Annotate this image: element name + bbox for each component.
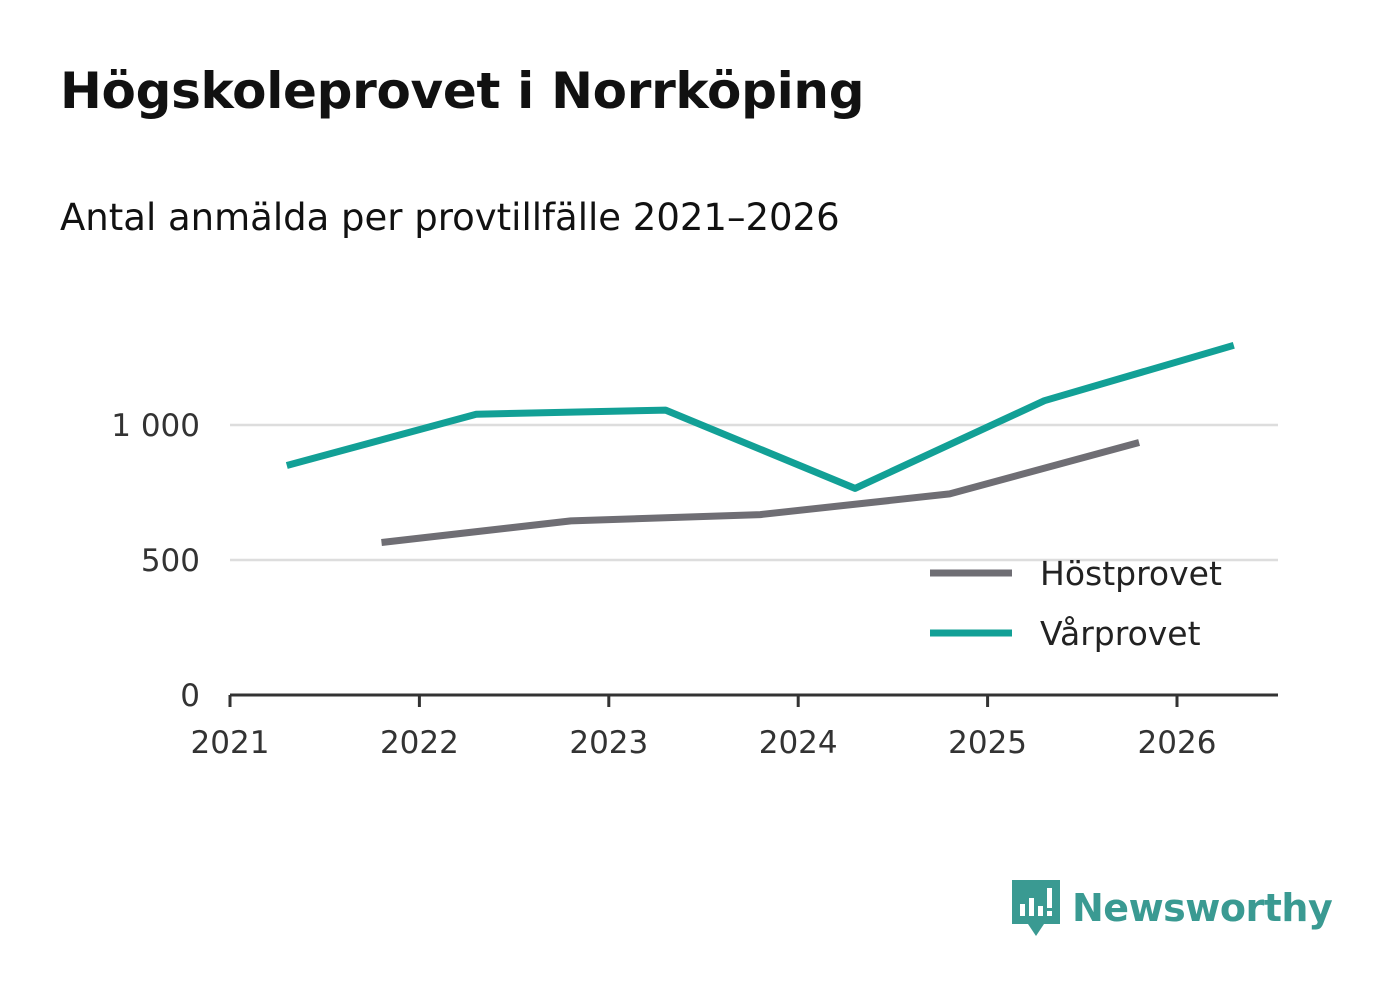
series-lines (285, 341, 1235, 546)
gridlines (230, 423, 1278, 562)
y-tick-label: 0 (180, 678, 200, 714)
x-tick-label: 2026 (1138, 725, 1217, 761)
chart-title: Högskoleprovet i Norrköping (60, 62, 865, 120)
y-tick-label: 500 (141, 543, 200, 579)
series-line-varprovet (285, 341, 1235, 492)
legend-label: Vårprovet (1040, 614, 1201, 653)
legend: Höstprovet Vårprovet (930, 554, 1222, 653)
bar-chart-speech-bubble-icon (1012, 880, 1060, 936)
x-tick-label: 2021 (191, 725, 270, 761)
series-line-hostprovet (381, 439, 1141, 546)
axes: 0 500 1 000 2021 2022 2023 2024 2025 2026 (111, 408, 1278, 761)
x-tick-label: 2025 (948, 725, 1027, 761)
brand-name: Newsworthy (1072, 886, 1333, 930)
brand-logo: Newsworthy (1010, 878, 1333, 938)
legend-label: Höstprovet (1040, 554, 1222, 593)
x-tick-label: 2023 (569, 725, 648, 761)
x-tick-label: 2024 (759, 725, 838, 761)
x-tick-label: 2022 (380, 725, 459, 761)
y-tick-label: 1 000 (111, 408, 200, 444)
chart-subtitle: Antal anmälda per provtillfälle 2021–202… (60, 196, 840, 239)
